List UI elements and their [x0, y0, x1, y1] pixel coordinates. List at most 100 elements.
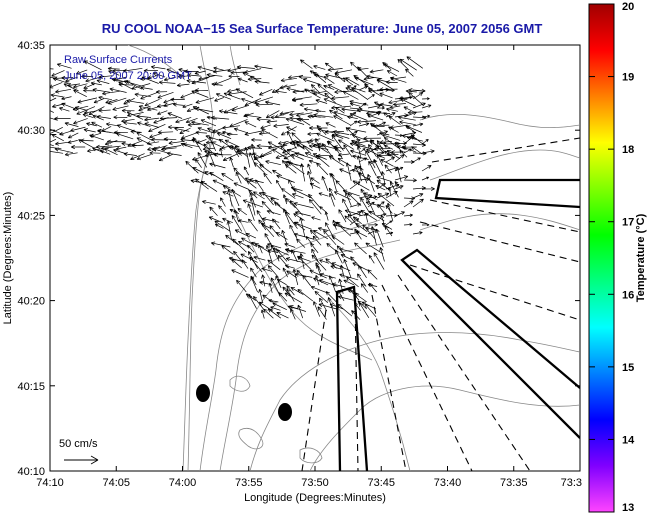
current-vector — [298, 117, 311, 126]
current-vector — [259, 88, 273, 96]
current-vector — [328, 155, 345, 167]
current-vector — [209, 171, 224, 181]
scale-label: 50 cm/s — [59, 438, 98, 450]
current-vector — [267, 141, 287, 152]
current-vector — [358, 122, 370, 127]
current-vector — [256, 143, 272, 149]
current-vector — [260, 309, 265, 319]
current-vector — [385, 112, 396, 118]
current-vector — [50, 146, 62, 150]
marker-dot — [278, 403, 292, 421]
current-vector — [325, 291, 339, 304]
current-vector — [356, 155, 362, 168]
current-vector — [228, 74, 240, 79]
current-vector — [421, 114, 431, 118]
current-vector — [248, 189, 258, 199]
current-vector — [343, 258, 352, 278]
current-vector — [376, 201, 385, 208]
current-vector — [211, 82, 223, 87]
current-vector — [385, 166, 399, 172]
current-vector — [197, 126, 215, 134]
current-vector — [323, 98, 342, 107]
current-vector — [412, 157, 421, 163]
current-vector — [173, 102, 184, 107]
current-vector — [56, 63, 72, 69]
current-vector — [360, 188, 367, 200]
current-vector — [73, 89, 87, 98]
current-vector — [157, 130, 174, 135]
current-vector — [75, 69, 88, 75]
current-vector — [349, 210, 362, 217]
current-vector — [350, 149, 367, 156]
current-vector — [344, 209, 361, 216]
current-vector — [241, 259, 249, 269]
current-vector — [357, 273, 367, 287]
current-vector — [54, 147, 73, 154]
current-vector — [64, 121, 79, 127]
current-vector — [231, 188, 240, 207]
current-vector — [253, 162, 265, 173]
current-vector — [244, 121, 257, 128]
current-vector — [421, 139, 429, 145]
current-vector — [285, 257, 305, 264]
current-vector — [335, 221, 352, 237]
current-vector — [303, 107, 321, 112]
current-vector — [223, 92, 241, 100]
current-vector — [197, 65, 217, 73]
current-vector — [247, 145, 263, 150]
current-vector — [293, 188, 312, 199]
current-vector — [394, 185, 404, 190]
current-vector — [385, 88, 395, 93]
current-vector — [331, 134, 344, 151]
current-vector — [87, 148, 103, 153]
current-vector — [384, 225, 393, 237]
current-vector — [358, 172, 375, 185]
current-vector — [307, 132, 318, 136]
dashed-line — [301, 309, 327, 471]
current-vector — [292, 89, 312, 94]
current-vector — [194, 178, 209, 190]
current-vector — [382, 62, 392, 70]
current-vector — [373, 252, 385, 270]
current-vector — [376, 151, 385, 155]
current-vector — [248, 294, 257, 309]
current-vector — [90, 81, 102, 86]
contour-line — [419, 213, 580, 231]
current-vector — [282, 267, 288, 278]
current-vector — [226, 220, 232, 240]
current-vector — [403, 131, 417, 136]
current-vector — [218, 109, 238, 115]
current-vector — [367, 94, 375, 100]
current-vector — [263, 172, 272, 185]
current-vector — [236, 65, 255, 70]
current-vector — [394, 166, 404, 172]
current-vector — [186, 78, 207, 84]
current-vector — [406, 125, 423, 133]
current-vector — [403, 178, 417, 183]
current-vector — [371, 123, 390, 128]
y-axis-label: Latitude (Degrees:Minutes) — [2, 192, 14, 325]
current-vector — [284, 292, 303, 304]
channel-polygon — [400, 248, 580, 439]
current-vector — [310, 84, 320, 93]
colorbar-tick-label: 18 — [622, 144, 634, 156]
current-vector — [391, 150, 406, 155]
current-vector — [349, 218, 360, 226]
current-vector — [376, 121, 386, 127]
current-vector — [252, 152, 263, 159]
current-vector — [231, 105, 249, 112]
current-vector — [325, 122, 336, 128]
current-vector — [311, 248, 319, 262]
current-vector — [123, 120, 137, 125]
current-vector — [167, 112, 183, 119]
current-vector — [385, 80, 398, 85]
current-vector — [327, 140, 338, 152]
current-vector — [210, 241, 231, 248]
current-vector — [50, 76, 55, 79]
current-vector — [358, 212, 369, 217]
current-vector — [308, 144, 329, 150]
current-vector — [270, 115, 286, 120]
current-vector — [369, 123, 382, 133]
current-vector — [260, 124, 271, 130]
dashed-line — [409, 264, 580, 321]
